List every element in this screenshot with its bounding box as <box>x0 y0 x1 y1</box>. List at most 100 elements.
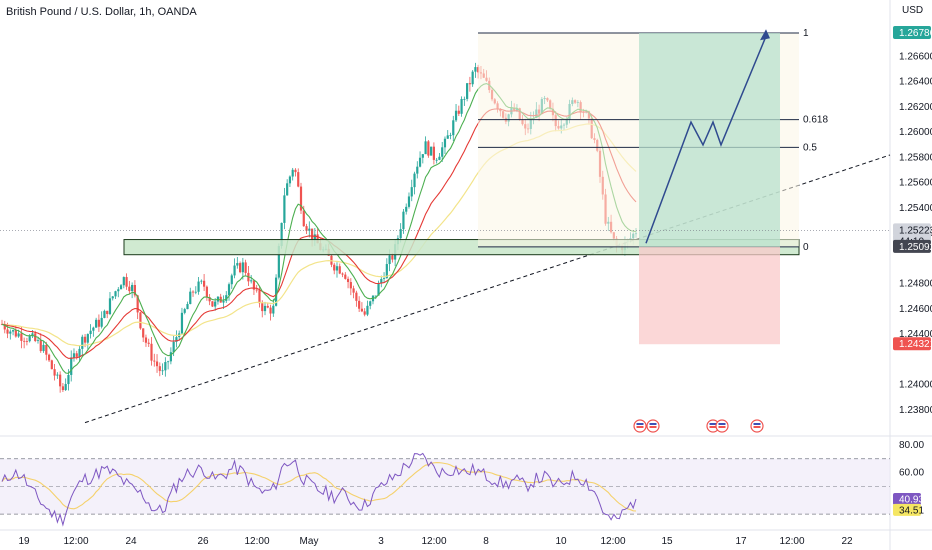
candle-body <box>61 386 65 391</box>
flag-icon-stripe <box>649 426 657 428</box>
flag-icon-stripe <box>718 423 726 425</box>
candle-body <box>211 301 214 307</box>
time-tick-label: 17 <box>735 536 747 547</box>
candle-body <box>153 360 156 362</box>
price-tag <box>893 337 931 351</box>
time-tick-label: 3 <box>378 536 384 547</box>
candle-body <box>463 98 466 100</box>
candle-body <box>250 280 253 282</box>
candle-body <box>183 309 186 313</box>
candle-body <box>11 330 15 332</box>
candle-body <box>45 344 48 355</box>
candle-body <box>133 284 136 296</box>
candle-body <box>435 159 438 161</box>
flag-icon-stripe <box>753 423 761 425</box>
candle-body <box>421 154 424 158</box>
candle-body <box>288 176 292 184</box>
candle-body <box>427 141 430 156</box>
candle-body <box>308 228 311 231</box>
candle-body <box>374 295 377 297</box>
candle-body <box>203 280 206 287</box>
candle-body <box>466 83 469 99</box>
candle-body <box>338 266 341 274</box>
candle-body <box>78 348 81 357</box>
flag-icon-stripe <box>636 426 644 428</box>
candle-body <box>369 301 372 306</box>
candle-body <box>25 341 29 342</box>
candle-body <box>291 169 294 177</box>
time-tick-label: May <box>300 536 319 547</box>
candle-body <box>56 374 59 376</box>
time-tick-label: 15 <box>661 536 673 547</box>
time-tick-label: 12:00 <box>600 536 625 547</box>
candle-body <box>128 286 131 292</box>
candle-body <box>385 264 388 279</box>
price-tick-label: 1.26400 <box>899 77 932 88</box>
candle-body <box>352 288 355 293</box>
candle-body <box>64 384 67 391</box>
stop-zone <box>639 246 780 345</box>
candle-body <box>144 337 148 343</box>
candle-body <box>197 281 200 292</box>
price-tag-label: 1.25223 <box>899 225 932 236</box>
rsi-ma-line <box>1 462 637 512</box>
time-tick-label: 24 <box>125 536 137 547</box>
candle-body <box>358 300 361 309</box>
candle-body <box>59 374 62 387</box>
price-tick-label: 1.24600 <box>899 304 932 315</box>
fib-level-label: 0.618 <box>803 115 828 126</box>
candle-body <box>380 278 383 284</box>
candle-body <box>269 307 272 314</box>
candle-body <box>366 305 369 315</box>
candle-body <box>117 289 120 292</box>
candle-body <box>399 229 402 239</box>
candle-body <box>139 312 142 329</box>
fib-level-label: 1 <box>803 28 809 39</box>
candle-body <box>460 98 463 114</box>
flag-icon-stripe <box>709 423 717 425</box>
candle-body <box>363 311 366 315</box>
candle-body <box>155 361 159 367</box>
price-tick-label: 1.24800 <box>899 279 932 290</box>
time-tick-label: 12:00 <box>421 536 446 547</box>
candle-body <box>360 308 364 312</box>
candle-body <box>355 292 358 301</box>
candle-body <box>418 157 422 167</box>
candle-body <box>391 255 394 260</box>
candle-body <box>72 353 76 358</box>
time-tick-label: 22 <box>841 536 853 547</box>
candle-body <box>167 361 170 363</box>
time-tick-label: 26 <box>197 536 209 547</box>
projection-arrowhead <box>760 29 770 41</box>
rsi-tag-label: 40.93 <box>899 495 924 506</box>
time-tick-label: 12:00 <box>63 536 88 547</box>
fib-level-label: 0 <box>803 242 809 253</box>
rsi-tick-label: 60.00 <box>899 468 924 479</box>
candle-body <box>150 343 153 361</box>
candle-body <box>335 266 339 271</box>
candle-body <box>42 344 45 352</box>
candle-body <box>131 284 134 292</box>
candle-body <box>344 274 347 279</box>
candle-body <box>92 327 95 331</box>
candle-body <box>75 353 78 357</box>
candle-body <box>180 312 184 334</box>
candle-body <box>382 278 386 279</box>
flag-icon-stripe <box>753 426 761 428</box>
candle-body <box>388 255 391 265</box>
candle-body <box>471 71 474 85</box>
candle-body <box>402 211 405 230</box>
candle-body <box>108 298 112 315</box>
candle-body <box>263 305 267 312</box>
candle-body <box>294 169 297 173</box>
time-tick-label: 8 <box>483 536 489 547</box>
candle-body <box>225 295 228 301</box>
candle-body <box>244 262 247 273</box>
candle-body <box>142 328 145 338</box>
price-tick-label: 1.24400 <box>899 329 932 340</box>
candle-body <box>23 340 26 342</box>
candle-body <box>222 300 225 303</box>
candle-body <box>28 336 31 342</box>
